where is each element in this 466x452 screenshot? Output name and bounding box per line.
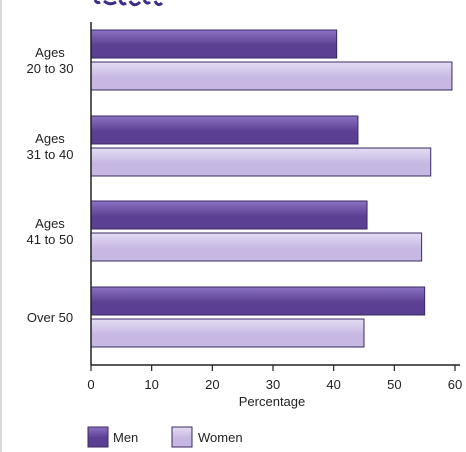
bar-men-2	[90, 115, 359, 145]
category-label-4: Over 50	[27, 310, 73, 325]
bar-men-3	[90, 200, 368, 230]
x-tick-label-0: 0	[87, 377, 94, 392]
bar-women-4	[90, 318, 365, 348]
category-label-1: Ages 20 to 30	[27, 45, 74, 76]
category-label-3: Ages 41 to 50	[27, 216, 74, 247]
category-labels: Ages 20 to 30 Ages 31 to 40 Ages 41 to 50 Over…	[27, 45, 74, 325]
bar-men-1	[90, 29, 338, 59]
legend: Men Women	[87, 426, 243, 448]
bar-women-3	[90, 232, 423, 262]
x-tick-label-20: 20	[205, 377, 219, 392]
legend-label-men: Men	[113, 430, 138, 445]
x-tick-label-10: 10	[144, 377, 158, 392]
bars-group	[90, 29, 453, 348]
legend-swatch-women	[171, 426, 193, 448]
x-tick-label-40: 40	[326, 377, 340, 392]
x-tick-label-30: 30	[266, 377, 280, 392]
x-tick-label-50: 50	[387, 377, 401, 392]
x-axis-title: Percentage	[239, 394, 306, 409]
bar-men-4	[90, 286, 426, 316]
legend-swatch-men	[87, 426, 109, 448]
bar-women-1	[90, 61, 453, 91]
bar-women-2	[90, 147, 432, 177]
legend-label-women: Women	[198, 430, 243, 445]
category-label-2: Ages 31 to 40	[27, 131, 74, 162]
x-tick-label-60: 60	[448, 377, 462, 392]
cropped-title-fragment	[93, 0, 164, 7]
x-axis-ticks: 0 10 20 30 40 50 60	[87, 365, 462, 392]
